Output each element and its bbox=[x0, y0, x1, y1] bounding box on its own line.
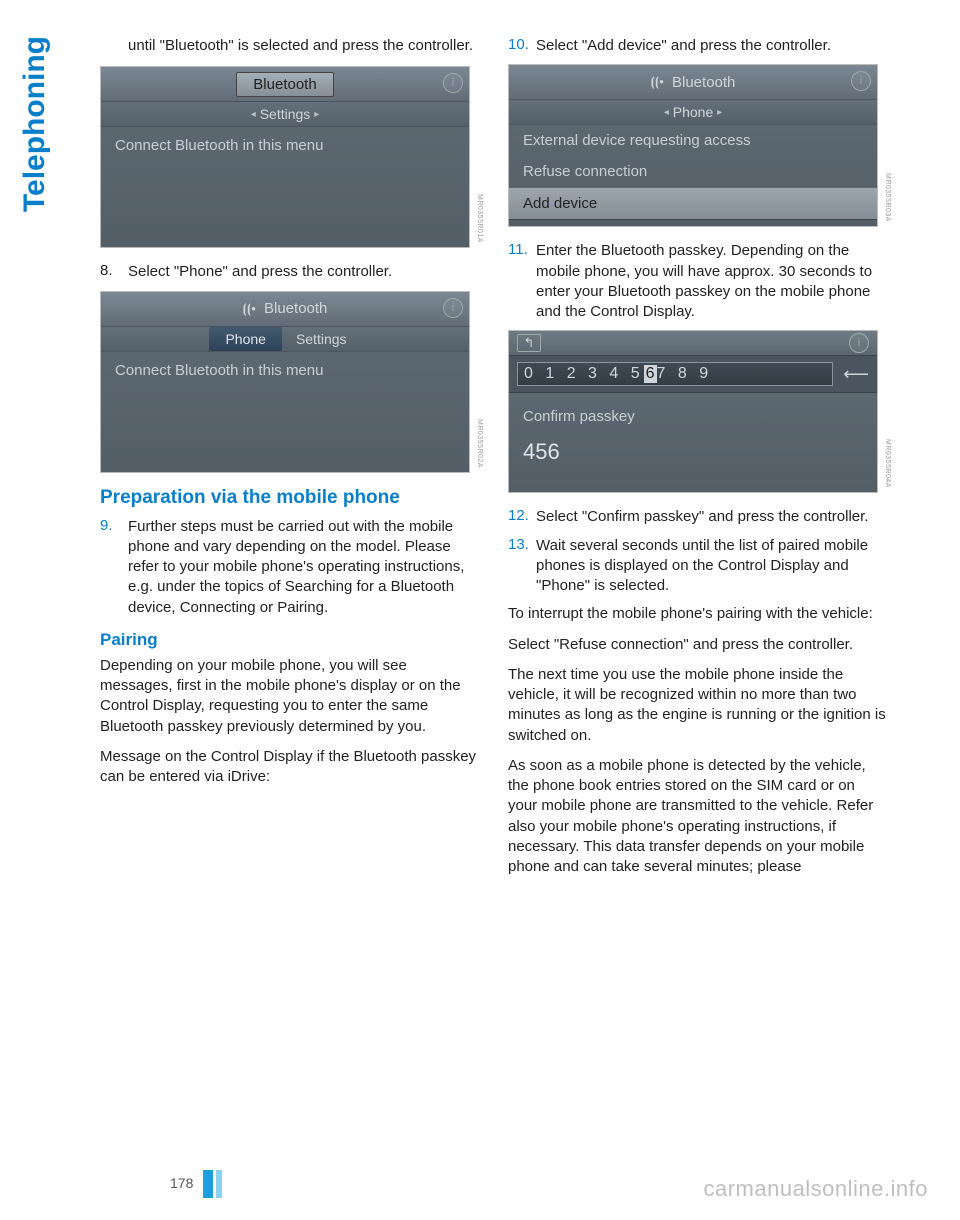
screenshot-bluetooth-phone: ⦗⦗• Bluetooth i Phone Settings Connect B… bbox=[100, 291, 470, 473]
screenshot-bluetooth-settings: Bluetooth i ◂ Settings ▸ Connect Bluetoo… bbox=[100, 66, 470, 248]
subtabs: Phone Settings bbox=[101, 326, 469, 352]
step-text: Further steps must be carried out with t… bbox=[128, 517, 480, 618]
step-11: 11. Enter the Bluetooth passkey. Dependi… bbox=[508, 241, 888, 322]
step-8: 8. Select "Phone" and press the controll… bbox=[100, 262, 480, 282]
screen-code: MR0355R02A bbox=[476, 419, 483, 468]
bar-dark bbox=[203, 1170, 213, 1198]
info-icon: i bbox=[443, 298, 463, 318]
row-add-device: Add device bbox=[509, 187, 877, 220]
screen-body: External device requesting access Refuse… bbox=[509, 125, 877, 226]
screenshot-passkey: ↰ i 0 1 2 3 4 5 6 7 8 9 ⟵ Confirm passke… bbox=[508, 330, 878, 493]
bluetooth-icon: ⦗⦗• bbox=[243, 301, 256, 317]
watermark: carmanualsonline.info bbox=[703, 1176, 928, 1202]
intro-text: until "Bluetooth" is selected and press … bbox=[100, 36, 480, 56]
backspace-icon: ⟵ bbox=[843, 364, 869, 385]
step-number: 8. bbox=[100, 262, 128, 282]
step-text: Select "Phone" and press the controller. bbox=[128, 262, 480, 282]
page-bars bbox=[203, 1170, 222, 1198]
digit-highlight: 6 bbox=[644, 365, 657, 383]
step-number: 13. bbox=[508, 536, 536, 597]
step-13: 13. Wait several seconds until the list … bbox=[508, 536, 888, 597]
info-icon: i bbox=[443, 73, 463, 93]
bar-light bbox=[216, 1170, 222, 1198]
info-icon: i bbox=[849, 333, 869, 353]
subbar-settings: ◂ Settings ▸ bbox=[101, 101, 469, 127]
tab-phone: Phone bbox=[209, 327, 281, 351]
para-refuse: Select "Refuse connection" and press the… bbox=[508, 635, 888, 655]
step-text: Wait several seconds until the list of p… bbox=[536, 536, 888, 597]
tri-right-icon: ▸ bbox=[717, 107, 722, 118]
screen-body: Connect Bluetooth in this menu bbox=[101, 127, 469, 247]
page-content: until "Bluetooth" is selected and press … bbox=[0, 0, 960, 887]
screen-code: MR0355R01A bbox=[476, 194, 483, 243]
step-number: 12. bbox=[508, 507, 536, 527]
left-column: until "Bluetooth" is selected and press … bbox=[100, 36, 480, 887]
screen-code: MR0355R03A bbox=[884, 173, 891, 222]
info-icon: i bbox=[851, 71, 871, 91]
bluetooth-icon: ⦗⦗• bbox=[651, 74, 664, 90]
screen-body: Connect Bluetooth in this menu bbox=[101, 352, 469, 472]
pairing-para-2: Message on the Control Display if the Bl… bbox=[100, 747, 480, 788]
step-number: 10. bbox=[508, 36, 536, 56]
bluetooth-label: Bluetooth bbox=[264, 300, 327, 317]
subbar-label: Phone bbox=[673, 104, 713, 120]
step-number: 11. bbox=[508, 241, 536, 322]
step-text: Enter the Bluetooth passkey. Depending o… bbox=[536, 241, 888, 322]
tri-right-icon: ▸ bbox=[314, 109, 319, 120]
section-side-tab: Telephoning bbox=[18, 36, 52, 212]
step-text: Select "Add device" and press the contro… bbox=[536, 36, 888, 56]
page-number: 178 bbox=[170, 1170, 203, 1198]
step-text: Select "Confirm passkey" and press the c… bbox=[536, 507, 888, 527]
right-column: 10. Select "Add device" and press the co… bbox=[508, 36, 888, 887]
row-confirm-passkey: Confirm passkey bbox=[523, 401, 863, 432]
step-number: 9. bbox=[100, 517, 128, 618]
screenshot-add-device: ⦗⦗• Bluetooth i ◂ Phone ▸ External devic… bbox=[508, 64, 878, 227]
page-number-block: 178 bbox=[170, 1170, 222, 1198]
step-12: 12. Select "Confirm passkey" and press t… bbox=[508, 507, 888, 527]
para-detected: As soon as a mobile phone is detected by… bbox=[508, 756, 888, 878]
tabbar: Bluetooth i bbox=[101, 67, 469, 101]
step-9: 9. Further steps must be carried out wit… bbox=[100, 517, 480, 618]
digits-post: 7 8 9 bbox=[657, 365, 713, 383]
heading-preparation: Preparation via the mobile phone bbox=[100, 487, 480, 509]
para-next-time: The next time you use the mobile phone i… bbox=[508, 665, 888, 746]
step-10: 10. Select "Add device" and press the co… bbox=[508, 36, 888, 56]
tabbar: ⦗⦗• Bluetooth i bbox=[101, 292, 469, 326]
tab-bluetooth: Bluetooth bbox=[236, 72, 333, 97]
subbar-phone: ◂ Phone ▸ bbox=[509, 99, 877, 125]
heading-pairing: Pairing bbox=[100, 630, 480, 650]
bluetooth-label: Bluetooth bbox=[672, 74, 735, 91]
row-entered-digits: 456 bbox=[523, 432, 863, 472]
tri-left-icon: ◂ bbox=[664, 107, 669, 118]
tabbar: ⦗⦗• Bluetooth i bbox=[509, 65, 877, 99]
back-icon: ↰ bbox=[517, 334, 541, 352]
digits-pre: 0 1 2 3 4 5 bbox=[524, 365, 644, 383]
row-external-device: External device requesting access bbox=[523, 125, 863, 156]
tri-left-icon: ◂ bbox=[251, 109, 256, 120]
pairing-para-1: Depending on your mobile phone, you will… bbox=[100, 656, 480, 737]
digit-row: 0 1 2 3 4 5 6 7 8 9 ⟵ bbox=[509, 355, 877, 393]
topbar: ↰ i bbox=[509, 331, 877, 355]
screen-body: Confirm passkey 456 bbox=[509, 393, 877, 492]
tab-settings: Settings bbox=[282, 327, 361, 351]
digit-input: 0 1 2 3 4 5 6 7 8 9 bbox=[517, 362, 833, 386]
para-interrupt: To interrupt the mobile phone's pairing … bbox=[508, 604, 888, 624]
screen-code: MR0355R04A bbox=[884, 439, 891, 488]
row-refuse-connection: Refuse connection bbox=[523, 156, 863, 187]
subbar-label: Settings bbox=[260, 106, 311, 122]
